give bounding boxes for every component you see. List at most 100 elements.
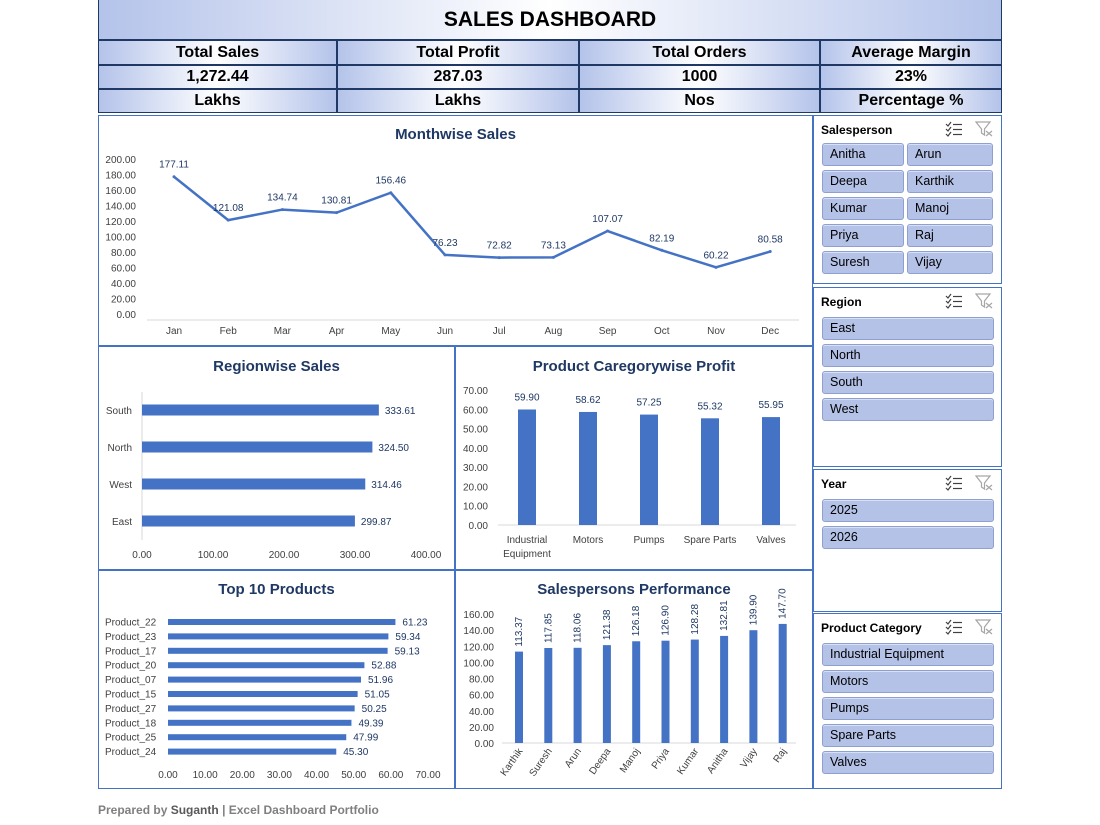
category-label: Product_23 — [105, 632, 157, 643]
x-tick-label: Jan — [166, 326, 182, 337]
category-label: East — [112, 517, 132, 528]
y-tick-label: 160.00 — [105, 186, 136, 197]
y-tick-label: 100.00 — [463, 658, 494, 669]
data-point — [226, 218, 230, 222]
top-products-title: Top 10 Products — [218, 581, 335, 598]
data-label: 147.70 — [778, 588, 789, 619]
y-tick-label: 0.00 — [117, 310, 137, 321]
slicer-item-raj[interactable]: Raj — [907, 224, 993, 247]
x-tick-label: May — [381, 326, 400, 337]
slicer-category-title: Product Category — [821, 621, 922, 635]
bar — [168, 748, 337, 755]
bar — [778, 623, 787, 743]
y-tick-label: 40.00 — [111, 279, 136, 290]
slicer-item-industrial-equipment[interactable]: Industrial Equipment — [822, 643, 994, 666]
slicer-item-motors[interactable]: Motors — [822, 670, 994, 693]
kpi-average-margin-label: Average Margin — [820, 40, 1002, 65]
x-tick-label: 20.00 — [230, 770, 255, 781]
y-tick-label: 60.00 — [111, 264, 136, 275]
slicer-item-valves[interactable]: Valves — [822, 751, 994, 774]
data-label: 299.87 — [361, 517, 392, 528]
y-tick-label: 20.00 — [463, 482, 488, 493]
slicer-item-spare-parts[interactable]: Spare Parts — [822, 724, 994, 747]
clear-filter-icon[interactable] — [974, 619, 993, 640]
slicer-item-vijay[interactable]: Vijay — [907, 251, 993, 274]
clear-filter-icon[interactable] — [974, 475, 993, 496]
slicer-item-manoj[interactable]: Manoj — [907, 197, 993, 220]
y-tick-label: 140.00 — [463, 626, 494, 637]
slicer-item-suresh[interactable]: Suresh — [822, 251, 904, 274]
multi-select-icon[interactable] — [945, 293, 963, 314]
category-label: Product_17 — [105, 646, 157, 657]
bar — [518, 409, 536, 525]
top-products-panel: Top 10 Products Product_22 61.23 Product_2… — [98, 570, 455, 789]
data-label: 314.46 — [371, 480, 402, 491]
slicer-item-east[interactable]: East — [822, 317, 994, 340]
slicer-region: Region East North South West — [813, 287, 1002, 467]
y-tick-label: 120.00 — [463, 642, 494, 653]
x-tick-label: Dec — [761, 326, 779, 337]
monthwise-sales-panel: Monthwise Sales 0.00 20.00 40.00 60.00 80.00… — [98, 115, 813, 346]
y-tick-label: 120.00 — [105, 217, 136, 228]
data-label: 72.82 — [487, 241, 512, 252]
data-point — [660, 248, 664, 252]
x-tick-label: 0.00 — [132, 550, 152, 561]
data-label: 80.58 — [758, 235, 783, 246]
bar — [579, 411, 597, 525]
bar — [142, 515, 355, 527]
data-label: 126.18 — [631, 605, 642, 636]
bar — [544, 647, 553, 743]
category-profit-chart: 0.00 10.00 20.00 30.00 40.00 50.00 60.00 70.00 5… — [463, 386, 796, 560]
bar — [168, 662, 365, 669]
x-tick-label: Priya — [650, 746, 672, 771]
data-point — [443, 253, 447, 257]
kpi-average-margin-value: 23% — [820, 65, 1002, 89]
bar — [573, 647, 582, 743]
data-label: 132.81 — [719, 600, 730, 631]
slicer-product-category: Product Category Industrial Equipment Mot… — [813, 613, 1002, 789]
salesperson-performance-chart: 0.00 20.00 40.00 60.00 80.00 100.00 120.00 140.… — [463, 588, 796, 779]
slicer-item-south[interactable]: South — [822, 371, 994, 394]
data-label: 45.30 — [343, 747, 368, 758]
data-label: 117.85 — [543, 613, 554, 643]
x-tick-label: Arun — [563, 746, 584, 770]
bar — [690, 639, 699, 743]
slicer-item-2026[interactable]: 2026 — [822, 526, 994, 549]
slicer-year-title: Year — [821, 477, 847, 491]
slicer-item-2025[interactable]: 2025 — [822, 499, 994, 522]
bar — [168, 719, 352, 726]
slicer-item-deepa[interactable]: Deepa — [822, 170, 904, 193]
bar — [168, 705, 355, 712]
bar — [749, 630, 758, 743]
multi-select-icon[interactable] — [945, 475, 963, 496]
data-label: 134.74 — [267, 193, 298, 204]
x-tick-label: Nov — [707, 326, 725, 337]
multi-select-icon[interactable] — [945, 619, 963, 640]
data-label: 333.61 — [385, 406, 416, 417]
x-tick-label: Equipment — [503, 549, 551, 560]
category-label: Product_07 — [105, 675, 157, 686]
clear-filter-icon[interactable] — [974, 121, 993, 142]
bar — [661, 640, 670, 743]
x-tick-label: Apr — [329, 326, 345, 337]
x-tick-label: Feb — [220, 326, 238, 337]
slicer-salesperson-title: Salesperson — [821, 123, 893, 137]
slicer-item-north[interactable]: North — [822, 344, 994, 367]
slicer-item-priya[interactable]: Priya — [822, 224, 904, 247]
clear-filter-icon[interactable] — [974, 293, 993, 314]
slicer-item-kumar[interactable]: Kumar — [822, 197, 904, 220]
multi-select-icon[interactable] — [945, 121, 963, 142]
data-label: 126.90 — [661, 605, 672, 636]
x-tick-label: Spare Parts — [684, 535, 737, 546]
slicer-item-pumps[interactable]: Pumps — [822, 697, 994, 720]
slicer-item-karthik[interactable]: Karthik — [907, 170, 993, 193]
y-tick-label: 100.00 — [105, 233, 136, 244]
bar — [632, 641, 641, 743]
slicer-item-arun[interactable]: Arun — [907, 143, 993, 166]
x-tick-label: Jul — [493, 326, 506, 337]
slicer-item-anitha[interactable]: Anitha — [822, 143, 904, 166]
bar — [168, 691, 358, 697]
slicer-item-west[interactable]: West — [822, 398, 994, 421]
y-tick-label: 180.00 — [105, 171, 136, 182]
data-label: 59.90 — [514, 392, 539, 403]
